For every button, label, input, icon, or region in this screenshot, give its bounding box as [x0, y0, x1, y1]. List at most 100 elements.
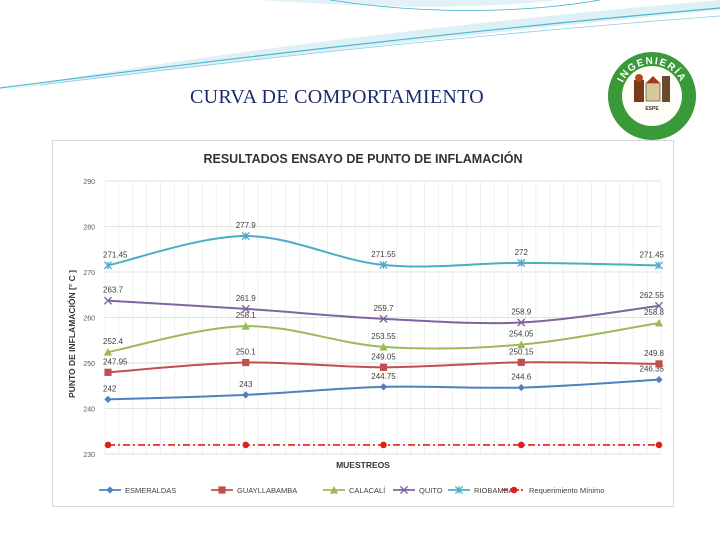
legend-label: CALACALÍ: [349, 486, 386, 495]
logo-bottom-text: CIVIL: [634, 111, 670, 126]
legend-item-guayllabamba: GUAYLLABAMBA: [211, 486, 297, 495]
legend-label: GUAYLLABAMBA: [237, 486, 297, 495]
y-axis-title: PUNTO DE INFLAMACIÓN [° C ]: [66, 270, 77, 398]
data-point: [242, 358, 250, 367]
series-calacal-: 252.4 258.1 253.55 254.05 258.8: [103, 308, 665, 356]
data-label: 258.1: [236, 311, 257, 320]
data-label: 259.7: [373, 304, 394, 313]
data-point: [242, 391, 250, 399]
data-point: [379, 314, 388, 323]
data-point: [241, 322, 250, 330]
data-label: 272: [515, 248, 529, 257]
y-tick-label: 290: [83, 179, 95, 186]
legend-label: Requerimiento Mínimo: [529, 486, 604, 495]
series-esmeraldas: 242 243 244.75 244.6 246.35: [103, 365, 665, 403]
legend-item-requerimiento-m-nimo: Requerimiento Mínimo: [503, 486, 604, 495]
logo-mid-text: ESPE: [645, 106, 659, 112]
legend-label: QUITO: [419, 486, 443, 495]
data-label: 249.05: [371, 352, 396, 361]
chart-container: RESULTADOS ENSAYO DE PUNTO DE INFLAMACIÓ…: [52, 140, 674, 507]
data-label: 244.6: [511, 373, 532, 382]
data-point: [104, 395, 112, 403]
data-label: 258.8: [644, 308, 665, 317]
data-point: [655, 441, 663, 449]
data-label: 250.15: [509, 347, 534, 356]
data-label: 261.9: [236, 294, 257, 303]
data-label: 242: [103, 384, 117, 393]
legend-item-esmeraldas: ESMERALDAS: [99, 486, 176, 495]
data-label: 263.7: [103, 286, 124, 295]
data-point: [654, 261, 664, 270]
data-point: [517, 340, 526, 349]
data-point: [242, 441, 250, 449]
legend-marker: [399, 485, 409, 495]
data-label: 252.4: [103, 337, 124, 346]
data-point: [379, 383, 388, 391]
data-point: [241, 231, 250, 241]
data-point: [103, 347, 113, 356]
data-point: [655, 376, 663, 384]
data-point: [517, 383, 525, 392]
data-label: 262.55: [640, 291, 665, 300]
data-label: 243: [239, 380, 253, 389]
data-label: 246.35: [640, 365, 665, 374]
slide-title: CURVA DE COMPORTAMIENTO: [190, 86, 485, 108]
data-point: [379, 342, 388, 351]
legend-item-calacal-: CALACALÍ: [323, 485, 386, 495]
data-point: [379, 260, 388, 270]
data-label: 247.95: [103, 357, 128, 366]
data-label: 254.05: [509, 330, 534, 339]
data-point: [517, 318, 526, 327]
y-tick-label: 230: [83, 452, 95, 459]
data-label: 249.8: [644, 349, 665, 358]
line-chart: RESULTADOS ENSAYO DE PUNTO DE INFLAMACIÓ…: [66, 151, 665, 495]
legend-marker: [218, 486, 226, 494]
data-label: 253.55: [371, 332, 396, 341]
series-guayllabamba: 247.95 250.1 249.05 250.15 249.8: [103, 347, 665, 376]
legend-marker: [454, 485, 464, 495]
x-axis-title: MUESTREOS: [336, 460, 390, 470]
data-point: [517, 258, 526, 267]
chart-title: RESULTADOS ENSAYO DE PUNTO DE INFLAMACIÓ…: [203, 151, 522, 166]
legend-marker: [329, 485, 339, 494]
data-point: [517, 441, 525, 449]
data-point: [241, 304, 250, 313]
series-requerimiento-m-nimo: [104, 441, 663, 449]
data-point: [655, 360, 663, 368]
grid: 230 240 250 260 270 280 290: [83, 179, 662, 459]
data-point: [517, 358, 525, 366]
data-point: [654, 318, 664, 327]
logo-emblem-icon: [634, 74, 670, 102]
data-label: 277.9: [236, 221, 257, 230]
series-riobamba: 271.45 277.9 271.55 272 271.45: [103, 221, 665, 270]
data-point: [103, 261, 113, 270]
series-layer: 242 243 244.75 244.6 246.35 247.95 250.1 249.05…: [103, 221, 665, 449]
series-quito: 263.7 261.9 259.7 258.9 262.55: [103, 286, 665, 327]
data-point: [380, 441, 387, 449]
data-point: [379, 363, 388, 371]
y-tick-label: 260: [83, 316, 95, 323]
data-point: [104, 368, 112, 376]
data-label: 271.45: [103, 250, 128, 259]
data-label: 271.45: [640, 250, 665, 259]
legend-label: ESMERALDAS: [125, 486, 176, 495]
legend-item-riobamba: RIOBAMBA: [448, 485, 514, 495]
header-swoosh-decoration: [0, 0, 720, 90]
data-point: [103, 296, 113, 305]
data-point: [654, 301, 664, 310]
data-label: 258.9: [511, 308, 532, 317]
legend-label: RIOBAMBA: [474, 486, 514, 495]
data-label: 250.1: [236, 348, 257, 357]
data-label: 271.55: [371, 250, 396, 259]
y-tick-label: 280: [83, 225, 95, 232]
civil-engineering-logo: INGENIERÍA CIVIL ESPE: [608, 52, 696, 140]
legend-item-quito: QUITO: [393, 485, 443, 495]
y-tick-label: 270: [83, 270, 95, 277]
data-label: 244.75: [371, 372, 396, 381]
legend-marker: [106, 486, 114, 494]
data-point: [104, 441, 112, 449]
y-tick-label: 240: [83, 407, 95, 414]
y-tick-label: 250: [83, 361, 95, 368]
legend-marker: [510, 486, 518, 494]
legend: ESMERALDAS GUAYLLABAMBA CALACALÍ QUITO RIOBA…: [99, 485, 604, 495]
